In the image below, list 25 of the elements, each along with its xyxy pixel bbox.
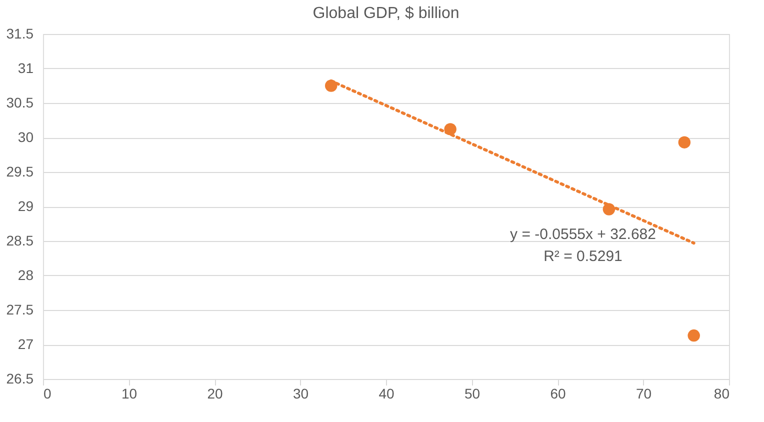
y-tick-label: 31: [18, 60, 34, 76]
chart-title: Global GDP, $ billion: [312, 5, 460, 22]
x-tick-label: 0: [44, 386, 52, 402]
y-tick-label: 29: [18, 198, 34, 214]
point: [678, 136, 691, 148]
x-tick-label: 20: [207, 386, 223, 402]
y-tick-label: 30.5: [6, 94, 34, 110]
x-tick-label: 80: [714, 386, 730, 402]
y-tick-label: 28.5: [6, 232, 34, 248]
x-tick-label: 50: [464, 386, 480, 402]
y-tick-label: 31.5: [6, 26, 34, 42]
y-tick-label: 29.5: [6, 164, 34, 180]
y-tick-label: 27.5: [6, 302, 34, 318]
x-tick-label: 60: [550, 386, 566, 402]
annotation: y = -0.0555x + 32.682: [510, 226, 656, 243]
y-tick-label: 28: [18, 267, 34, 283]
y-tick-label: 26.5: [6, 370, 34, 386]
x-tick-label: 70: [636, 386, 652, 402]
annotation: R² = 0.5291: [544, 248, 622, 265]
x-tick-label: 30: [292, 386, 309, 402]
point: [688, 329, 700, 342]
x-tick-label: 40: [378, 386, 394, 402]
y-tick-label: 27: [18, 336, 34, 352]
x-tick-label: 10: [121, 386, 138, 402]
y-tick-label: 30: [18, 129, 34, 145]
